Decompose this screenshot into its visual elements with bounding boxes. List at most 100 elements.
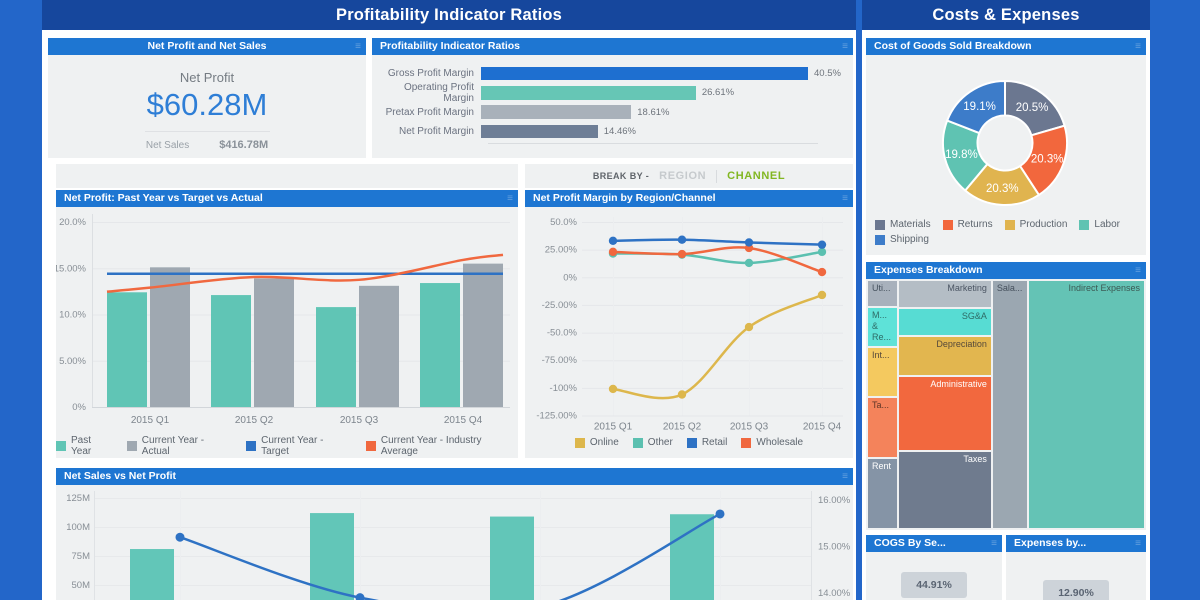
line-point[interactable] bbox=[175, 532, 185, 542]
bar[interactable] bbox=[463, 263, 503, 407]
hbar-bar[interactable] bbox=[481, 124, 598, 139]
bar[interactable] bbox=[130, 549, 174, 600]
line-point[interactable] bbox=[817, 247, 827, 257]
treemap-block[interactable]: Ta... bbox=[868, 398, 898, 458]
widget-net-profit-quarters: Net Profit: Past Year vs Target vs Actua… bbox=[56, 190, 518, 458]
donut-slice[interactable] bbox=[945, 79, 1006, 135]
cogs-gauge[interactable]: 44.91% bbox=[866, 552, 1002, 600]
widget-menu-icon[interactable]: ≡ bbox=[1135, 41, 1141, 52]
line-point[interactable] bbox=[715, 509, 725, 519]
hbar-row: Operating Profit Margin 26.61% bbox=[372, 82, 853, 104]
hbar-bar[interactable] bbox=[481, 105, 632, 119]
widget-menu-icon[interactable]: ≡ bbox=[1135, 538, 1141, 549]
line-point[interactable] bbox=[744, 238, 754, 247]
line-point[interactable] bbox=[677, 249, 687, 259]
line-point[interactable] bbox=[608, 236, 618, 245]
hbar-bar[interactable] bbox=[481, 66, 808, 81]
bar[interactable] bbox=[359, 285, 399, 407]
cogs-donut-chart[interactable]: 20.5% 20.3% 20.3% 19.8% 19.1% Materials Retur… bbox=[866, 55, 1146, 255]
hbar-category-label: Net Profit Margin bbox=[398, 126, 474, 138]
legend-item[interactable]: Production bbox=[1004, 219, 1068, 230]
treemap-block[interactable]: M... & Re... bbox=[868, 308, 898, 346]
line-point[interactable] bbox=[744, 258, 754, 268]
hbar-category-label: Gross Profit Margin bbox=[387, 68, 474, 80]
line-point[interactable] bbox=[817, 240, 827, 249]
line-point[interactable] bbox=[608, 247, 618, 257]
ratios-bar-chart[interactable]: Gross Profit Margin 40.5% Operating Profit… bbox=[372, 55, 853, 158]
toolbar-empty bbox=[56, 164, 518, 188]
treemap-block[interactable]: SG&A bbox=[899, 309, 991, 336]
line-point[interactable] bbox=[355, 593, 365, 600]
expenses-treemap-chart[interactable]: Uti... M... & Re... Int... Ta... Rent Marketi… bbox=[866, 279, 1146, 530]
bar[interactable] bbox=[670, 514, 714, 600]
treemap-block[interactable]: Uti... bbox=[868, 281, 898, 307]
treemap-block[interactable]: Depreciation bbox=[899, 337, 991, 375]
legend-item[interactable]: Retail bbox=[686, 437, 727, 448]
region-channel-chart[interactable]: 50.0% 25.00% 0% -25.00% -50.0% -75.00% -100% -1… bbox=[525, 207, 853, 458]
break-by-option-channel[interactable]: CHANNEL bbox=[727, 170, 786, 182]
treemap-column: Indirect Expenses bbox=[1029, 281, 1144, 528]
legend-swatch bbox=[365, 441, 376, 451]
expenses-gauge[interactable]: 12.90% bbox=[1006, 552, 1146, 600]
divider bbox=[144, 131, 270, 132]
legend-item[interactable]: Current Year - Actual bbox=[126, 435, 232, 457]
donut-slice-label: 20.3% bbox=[986, 183, 1019, 195]
line-point[interactable] bbox=[677, 390, 687, 399]
line-point[interactable] bbox=[677, 235, 687, 244]
legend-item[interactable]: Labor bbox=[1079, 219, 1120, 230]
treemap-block[interactable]: Administrative bbox=[899, 376, 991, 451]
quarterly-chart[interactable]: 20.0% 15.00% 10.0% 5.00% 0% 2015 Q1 2015 Q2 201… bbox=[56, 207, 518, 458]
treemap-block[interactable]: Taxes bbox=[899, 452, 991, 529]
treemap-block[interactable]: Marketing bbox=[899, 281, 991, 308]
legend-item[interactable]: Shipping bbox=[875, 234, 929, 245]
line-point[interactable] bbox=[608, 384, 618, 394]
break-by-option-region[interactable]: REGION bbox=[659, 170, 707, 182]
line-point[interactable] bbox=[744, 322, 754, 332]
net-profit-label: Net Profit bbox=[179, 70, 235, 85]
widget-menu-icon[interactable]: ≡ bbox=[842, 193, 848, 204]
legend-label: Production bbox=[1019, 219, 1068, 230]
legend-label: Current Year - Target bbox=[261, 435, 324, 457]
treemap-block[interactable]: Rent bbox=[868, 459, 898, 528]
treemap-block[interactable]: Sala... bbox=[992, 281, 1028, 528]
line-point[interactable] bbox=[817, 267, 827, 277]
line-series[interactable] bbox=[612, 293, 823, 400]
legend-item[interactable]: Other bbox=[632, 437, 673, 448]
legend-item[interactable]: Current Year - Target bbox=[246, 435, 352, 457]
legend-item[interactable]: Online bbox=[574, 437, 619, 448]
widget-menu-icon[interactable]: ≡ bbox=[507, 193, 513, 204]
bar[interactable] bbox=[316, 307, 356, 407]
treemap-block[interactable]: Indirect Expenses bbox=[1029, 281, 1144, 528]
widget-menu-icon[interactable]: ≡ bbox=[842, 471, 848, 482]
line-series[interactable] bbox=[179, 512, 721, 600]
chart-legend: Past Year Current Year - Actual Current Ye… bbox=[56, 435, 518, 457]
legend-item[interactable]: Current Year - Industry Average bbox=[365, 435, 518, 457]
line-point[interactable] bbox=[817, 290, 827, 300]
line-series[interactable] bbox=[612, 238, 823, 246]
bar[interactable] bbox=[420, 283, 460, 407]
bar[interactable] bbox=[107, 292, 147, 407]
legend-label: Labor bbox=[1094, 219, 1120, 230]
legend-item[interactable]: Past Year bbox=[56, 435, 113, 457]
legend-item[interactable]: Wholesale bbox=[741, 437, 803, 448]
bar[interactable] bbox=[490, 516, 534, 600]
widget-menu-icon[interactable]: ≡ bbox=[355, 41, 361, 52]
widget-menu-icon[interactable]: ≡ bbox=[1135, 265, 1141, 276]
widget-menu-icon[interactable]: ≡ bbox=[842, 41, 848, 52]
widget-menu-icon[interactable]: ≡ bbox=[991, 538, 997, 549]
bar[interactable] bbox=[254, 278, 294, 407]
tick-label: 0% bbox=[563, 272, 577, 283]
treemap-block[interactable]: Int... bbox=[868, 347, 898, 397]
tick-label: 20.0% bbox=[59, 217, 86, 228]
bar[interactable] bbox=[211, 295, 251, 407]
legend-item[interactable]: Returns bbox=[942, 219, 993, 230]
line-series[interactable] bbox=[106, 253, 504, 293]
widget-cogs-breakdown: Cost of Goods Sold Breakdown ≡ 20.5% 20.3… bbox=[866, 38, 1146, 255]
sales-profit-chart[interactable]: 125M 100M 75M 50M 16.00% 15.00% 14.00% bbox=[56, 485, 853, 600]
widget-cogs-by-se: COGS By Se... ≡ 44.91% bbox=[866, 535, 1002, 600]
line-series[interactable] bbox=[612, 246, 823, 274]
bar[interactable] bbox=[150, 267, 190, 407]
legend-item[interactable]: Materials bbox=[875, 219, 931, 230]
hbar-bar[interactable] bbox=[481, 86, 696, 100]
legend-label: Shipping bbox=[890, 234, 929, 245]
